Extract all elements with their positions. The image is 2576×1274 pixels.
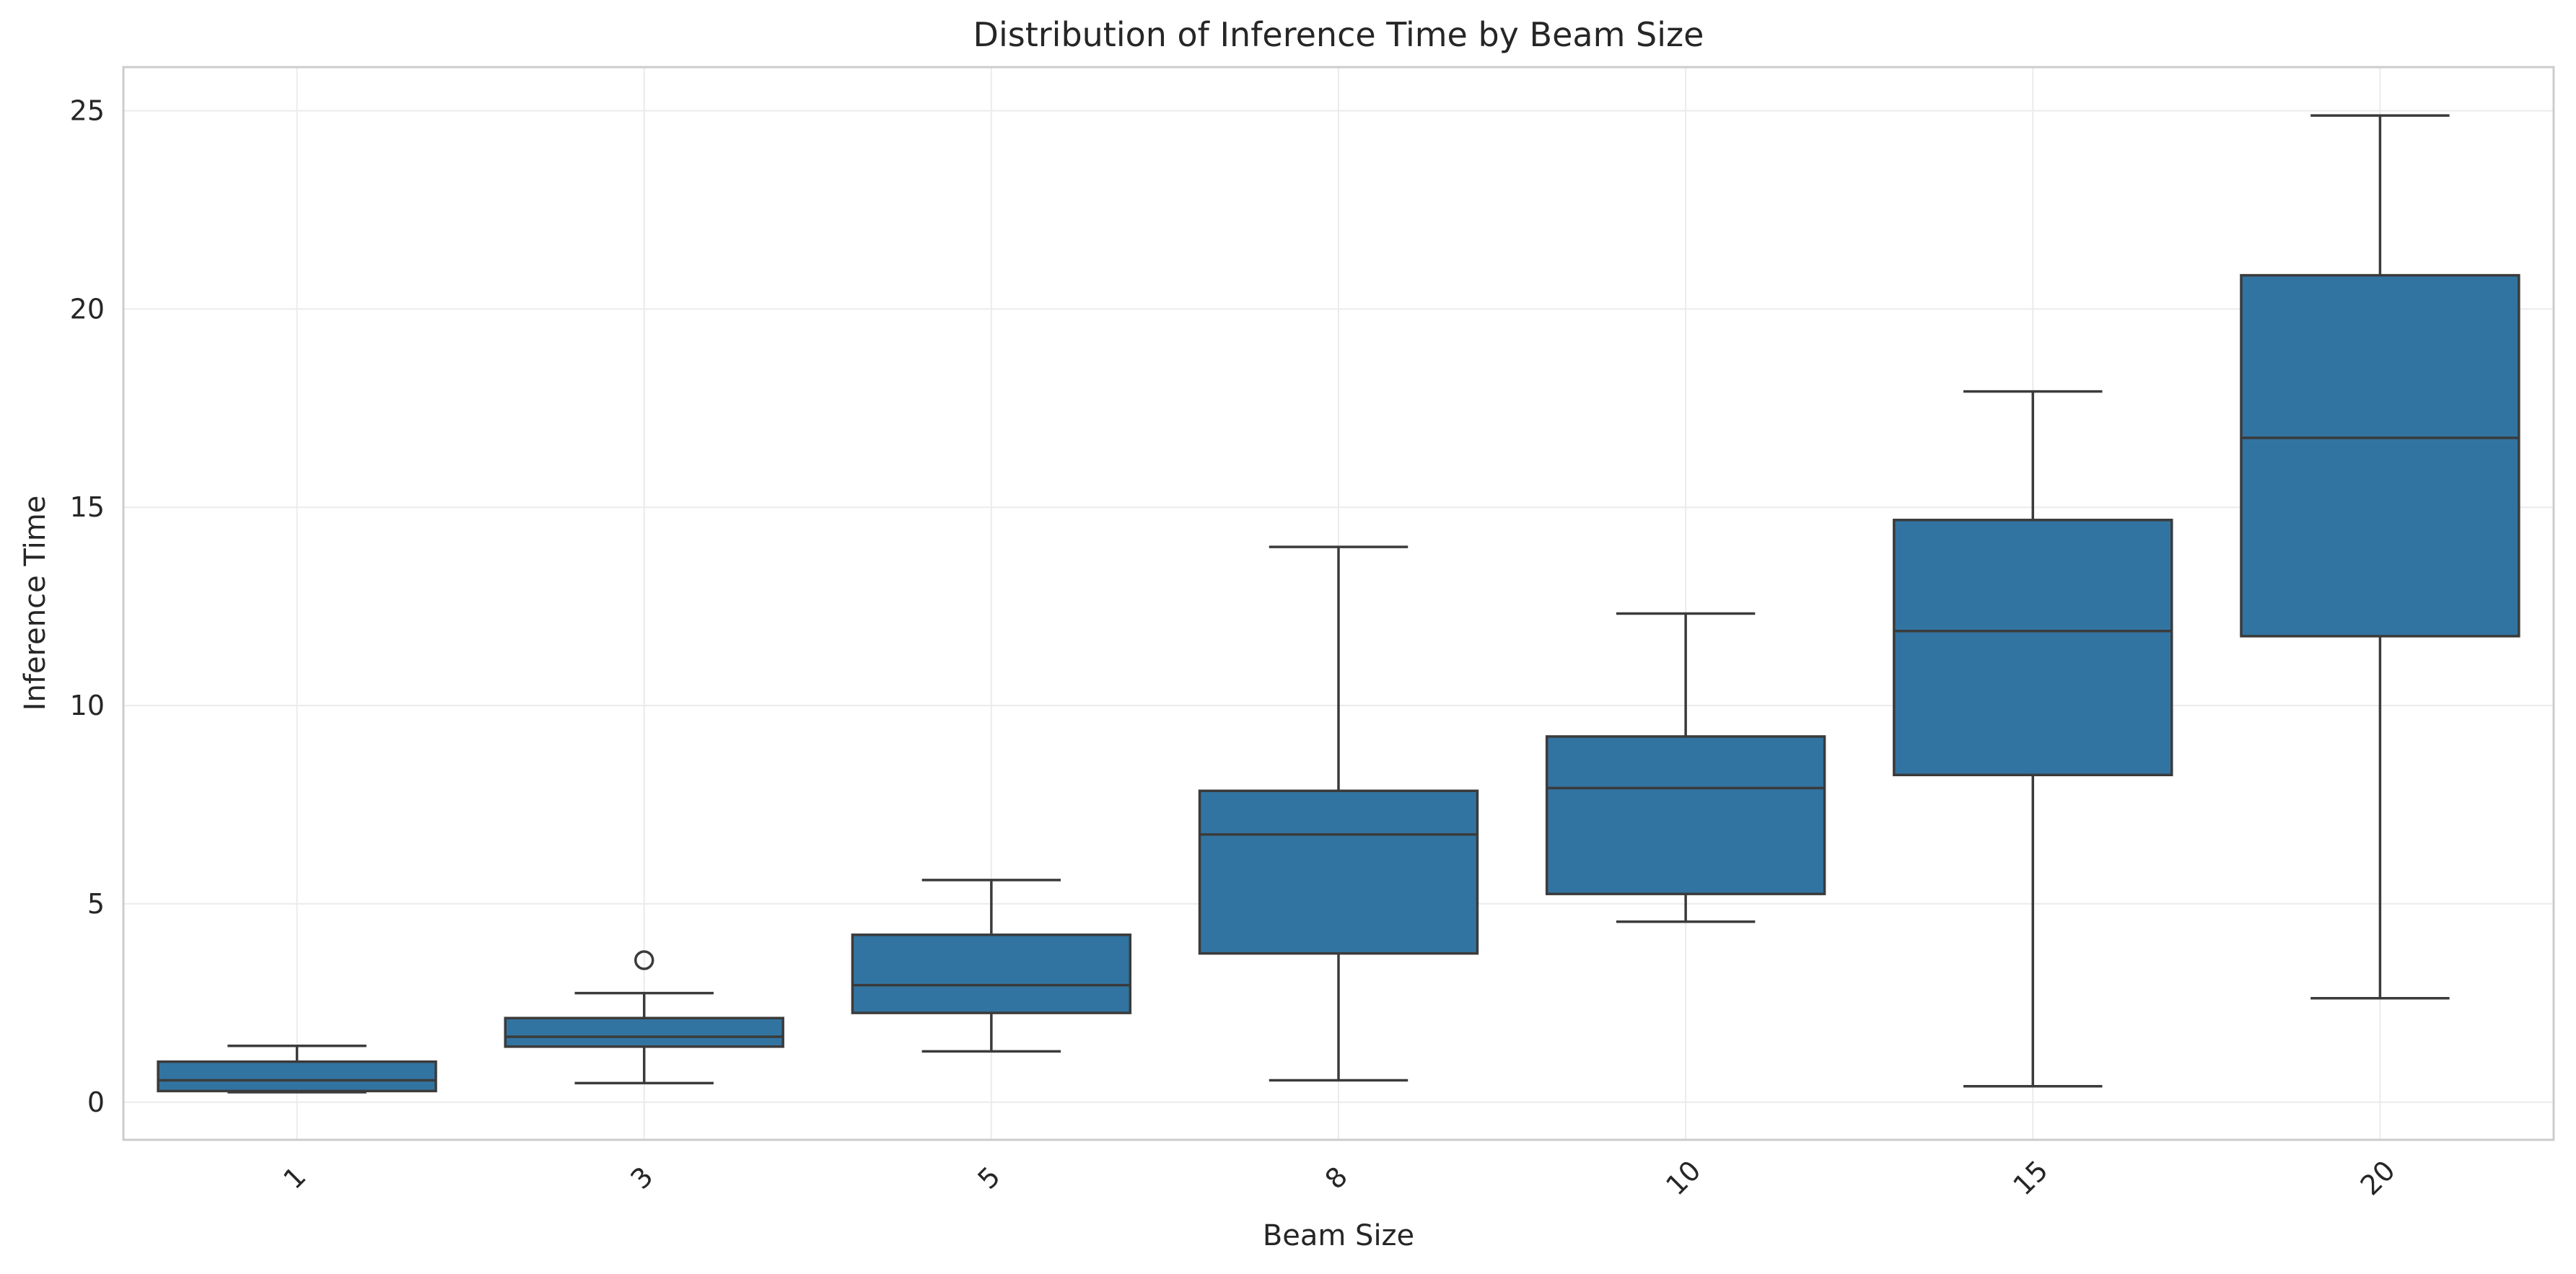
y-axis-label: Inference Time	[19, 496, 52, 711]
chart-title: Distribution of Inference Time by Beam S…	[973, 15, 1704, 54]
box-body	[1545, 735, 1826, 895]
box-group	[1893, 390, 2173, 1088]
outlier-point	[634, 950, 654, 970]
box-body	[157, 1060, 437, 1093]
y-tick-label: 15	[70, 491, 105, 523]
y-axis-ticks: 0 5 10 15 20 25	[70, 95, 105, 1117]
box-body	[2240, 273, 2520, 638]
plot-frame	[122, 66, 2555, 1141]
y-tick-label: 0	[87, 1086, 105, 1118]
x-axis-label: Beam Size	[1263, 1219, 1414, 1252]
box-body	[1893, 519, 2173, 777]
y-tick-label: 5	[87, 888, 105, 920]
box-group	[2240, 114, 2520, 1000]
y-tick-label: 25	[70, 95, 105, 126]
box-series	[157, 114, 2520, 1094]
y-tick-label: 20	[70, 293, 105, 325]
box-group	[1198, 545, 1479, 1082]
box-group	[1545, 612, 1826, 923]
y-tick-label: 10	[70, 690, 105, 721]
box-body	[504, 1016, 784, 1048]
box-group	[504, 950, 784, 1085]
box-body	[1198, 789, 1479, 955]
box-body	[851, 933, 1132, 1014]
box-group	[157, 1044, 437, 1094]
box-group	[851, 879, 1132, 1053]
